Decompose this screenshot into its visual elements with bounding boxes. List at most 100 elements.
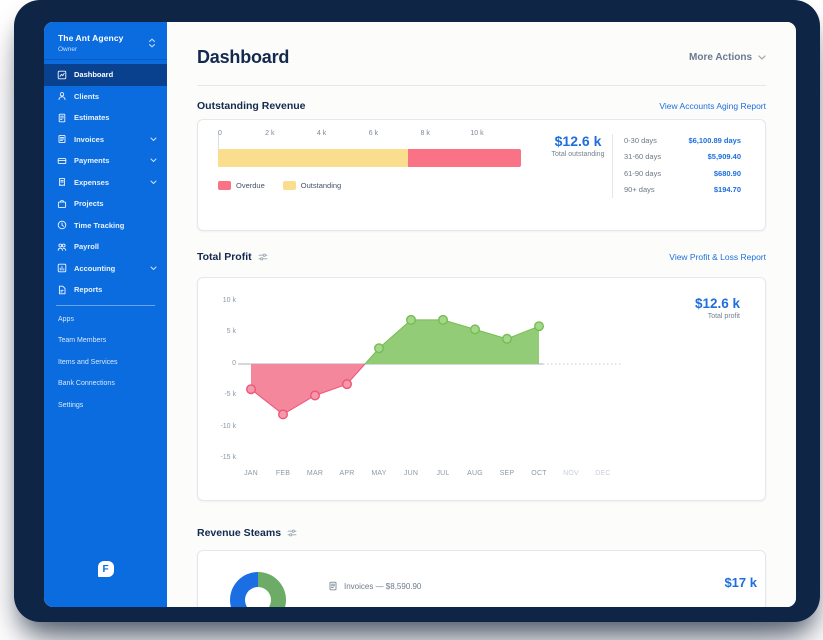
revenue-filter-sliders-icon[interactable] <box>287 528 297 538</box>
profit-x-tick: JAN <box>244 470 258 477</box>
chevron-down-icon <box>150 158 157 163</box>
legend-item-outstanding: Outstanding <box>282 181 342 190</box>
sidebar-item-dashboard[interactable]: Dashboard <box>44 64 167 86</box>
profit-x-tick: FEB <box>275 470 291 477</box>
revenue-total-value: $17 k <box>724 575 757 590</box>
chevron-down-icon <box>150 137 157 142</box>
sidebar-item-invoices[interactable]: Invoices <box>44 129 167 151</box>
profit-x-tick: JUL <box>436 470 450 477</box>
aging-row: 61-90 days $680.90 <box>624 165 741 182</box>
total-profit-card: $12.6 k Total profit 10 k 5 k 0 -5 k -10 k -1… <box>197 277 766 501</box>
sidebar-item-label: Accounting <box>74 263 116 273</box>
sidebar-item-label: Payroll <box>74 242 100 252</box>
profit-x-tick: NOV <box>563 470 579 477</box>
profit-x-tick: MAY <box>371 470 387 477</box>
page-title: Dashboard <box>197 46 290 67</box>
sidebar-item-label: Time Tracking <box>74 220 125 230</box>
aging-label: 90+ days <box>624 185 655 195</box>
business-switcher[interactable]: The Ant Agency Owner <box>44 22 167 60</box>
sidebar-item-items-and-services[interactable]: Items and Services <box>58 358 118 366</box>
bar-axis-tick: 2 k <box>265 130 275 137</box>
sidebar-item-label: Invoices <box>74 134 105 144</box>
view-profit-loss-report-link[interactable]: View Profit & Loss Report <box>669 252 766 262</box>
projects-icon <box>57 199 67 209</box>
revenue-legend-label: Invoices — $8,590.90 <box>344 581 422 591</box>
more-actions-label: More Actions <box>689 51 752 63</box>
view-accounts-aging-report-link[interactable]: View Accounts Aging Report <box>659 101 766 111</box>
profit-x-tick: APR <box>339 470 355 477</box>
expenses-icon <box>57 177 67 187</box>
profit-heading: Total Profit <box>197 251 252 263</box>
sidebar-item-reports[interactable]: Reports <box>44 279 167 301</box>
profit-y-tick: 10 k <box>222 296 236 304</box>
profit-y-tick: -10 k <box>220 422 236 430</box>
dashboard-icon <box>57 70 67 80</box>
chevron-down-icon <box>150 266 157 271</box>
sidebar-item-apps[interactable]: Apps <box>58 315 74 323</box>
total-outstanding-value: $12.6 k <box>554 133 602 149</box>
sidebar-item-accounting[interactable]: Accounting <box>44 258 167 280</box>
accounting-icon <box>57 263 67 273</box>
outstanding-revenue-card: 0 2 k 4 k 6 k 8 k 10 k Overdue Outstanding <box>197 119 766 231</box>
total-profit-summary: $12.6 k Total profit <box>695 296 740 320</box>
sidebar-item-estimates[interactable]: Estimates <box>44 107 167 129</box>
legend-label-overdue: Overdue <box>236 181 265 190</box>
profit-x-tick: DEC <box>595 470 611 477</box>
freshbooks-logo-letter: F <box>102 563 109 575</box>
header-divider <box>197 85 766 86</box>
profit-x-tick: SEP <box>499 470 515 477</box>
bar-legend: Overdue Outstanding <box>218 181 341 190</box>
legend-item-overdue: Overdue <box>218 181 265 190</box>
sidebar-nav-secondary: Apps Team Members Items and Services Bank C… <box>44 309 167 417</box>
aging-row: 90+ days $194.70 <box>624 182 741 199</box>
profit-filter-sliders-icon[interactable] <box>258 252 268 262</box>
sidebar-item-settings[interactable]: Settings <box>58 401 84 409</box>
sidebar-item-team-members[interactable]: Team Members <box>58 337 107 345</box>
aging-value: $5,909.40 <box>707 152 741 162</box>
chevron-up-down-icon <box>148 35 156 53</box>
legend-swatch-overdue <box>218 181 231 190</box>
sidebar-divider <box>56 304 155 306</box>
legend-label-outstanding: Outstanding <box>300 181 342 190</box>
sidebar-item-label: Clients <box>74 91 100 101</box>
profit-y-tick: -5 k <box>224 391 236 398</box>
bar-segment-overdue <box>408 149 521 167</box>
time-tracking-icon <box>57 220 67 230</box>
sidebar-item-expenses[interactable]: Expenses <box>44 172 167 194</box>
profit-y-tick: 0 <box>232 359 236 367</box>
profit-section-head: Total Profit View Profit & Loss Report <box>197 251 766 263</box>
sidebar-item-clients[interactable]: Clients <box>44 86 167 108</box>
sidebar-item-label: Dashboard <box>74 70 114 80</box>
clients-icon <box>57 91 67 101</box>
aging-value: $6,100.89 days <box>688 135 741 145</box>
sidebar-item-label: Estimates <box>74 113 110 123</box>
aging-row: 31-60 days $5,909.40 <box>624 149 741 166</box>
outstanding-section-head: Outstanding Revenue View Accounts Aging … <box>197 100 766 112</box>
bar-segment-outstanding <box>218 149 409 167</box>
sidebar-item-bank-connections[interactable]: Bank Connections <box>58 380 115 388</box>
bar-axis-tick: 4 k <box>316 130 327 137</box>
sidebar-item-time-tracking[interactable]: Time Tracking <box>44 215 167 237</box>
legend-swatch-outstanding <box>282 181 296 190</box>
profit-y-tick: 5 k <box>226 328 236 335</box>
profit-x-tick: MAR <box>306 470 324 477</box>
chevron-down-icon <box>758 52 766 63</box>
revenue-pie-chart <box>230 572 286 607</box>
sidebar-item-projects[interactable]: Projects <box>44 193 167 215</box>
bar-axis-tick: 10 k <box>470 130 484 137</box>
profit-x-tick: AUG <box>467 470 483 477</box>
chevron-down-icon <box>150 180 157 185</box>
profit-y-axis: 10 k 5 k 0 -5 k -10 k -15 k <box>208 278 236 500</box>
sidebar-item-payments[interactable]: Payments <box>44 150 167 172</box>
aging-value: $680.90 <box>713 168 741 178</box>
outstanding-bar <box>218 149 521 167</box>
aging-table: 0-30 days $6,100.89 days 31-60 days $5,909.… <box>624 132 741 198</box>
reports-icon <box>57 285 67 295</box>
invoice-icon <box>328 581 338 591</box>
aging-row: 0-30 days $6,100.89 days <box>624 132 741 149</box>
sidebar-item-payroll[interactable]: Payroll <box>44 236 167 258</box>
profit-area-chart <box>238 314 622 420</box>
aging-value: $194.70 <box>713 185 741 195</box>
more-actions-button[interactable]: More Actions <box>689 52 766 63</box>
revenue-legend-row: Invoices — $8,590.90 <box>328 581 421 591</box>
